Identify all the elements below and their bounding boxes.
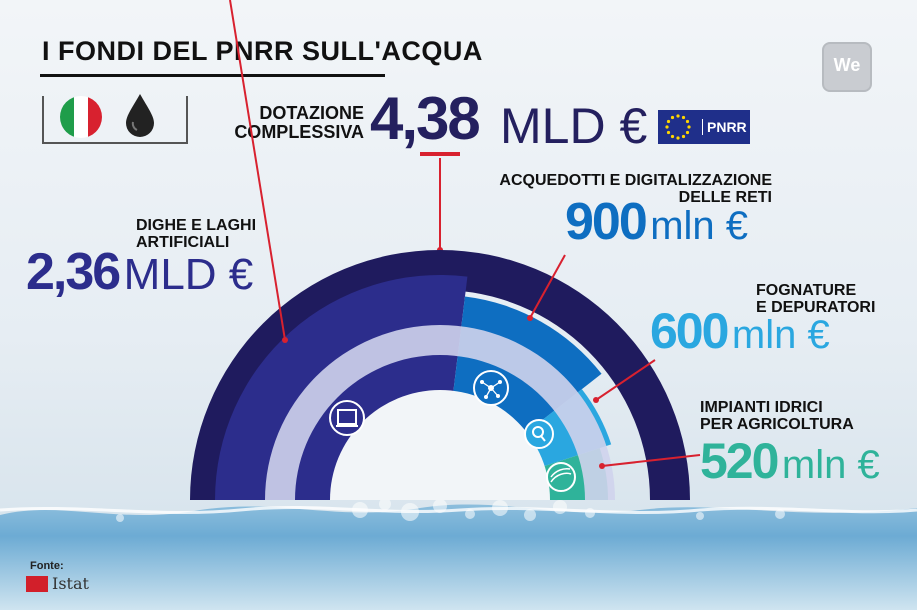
acquedotti-value-group: 900 mln € bbox=[565, 196, 748, 248]
fognature-label-line1: FOGNATURE bbox=[756, 282, 857, 299]
total-unit: MLD € bbox=[500, 98, 648, 154]
field-icon bbox=[546, 462, 576, 492]
dighe-value: 2,36 bbox=[26, 243, 121, 301]
impianti-value: 520 bbox=[700, 433, 779, 489]
water-background bbox=[0, 498, 917, 610]
eu-pnrr-badge: PNRR bbox=[658, 110, 750, 144]
dighe-leader-line bbox=[229, 0, 286, 341]
dighe-unit: MLD € bbox=[123, 250, 254, 299]
impianti-label-line2: PER AGRICOLTURA bbox=[700, 416, 854, 433]
eu-stars-icon bbox=[665, 114, 691, 140]
we-logo: We bbox=[822, 42, 872, 92]
acquedotti-unit: mln € bbox=[650, 204, 749, 248]
acquedotti-label-line2: DELLE RETI bbox=[678, 189, 772, 206]
outer-ring bbox=[190, 250, 690, 500]
istat-logo: Istat bbox=[26, 574, 89, 593]
acquedotti-label-line1: ACQUEDOTTI E DIGITALIZZAZIONE bbox=[499, 172, 772, 189]
istat-mark-icon bbox=[26, 575, 48, 592]
source-label: Fonte: bbox=[30, 560, 64, 572]
italy-flag-icon bbox=[60, 96, 102, 138]
dam-icon bbox=[329, 400, 365, 436]
fognature-unit: mln € bbox=[731, 313, 830, 357]
fognature-value: 600 bbox=[650, 303, 729, 359]
acquedotti-leader-line bbox=[529, 254, 566, 319]
inner-ring bbox=[265, 325, 615, 500]
water-quality-icon bbox=[524, 419, 554, 449]
impianti-label: IMPIANTI IDRICI PER AGRICOLTURA bbox=[700, 399, 854, 433]
dighe-label: DIGHE E LAGHI ARTIFICIALI bbox=[136, 217, 256, 251]
total-label-line2: COMPLESSIVA bbox=[234, 122, 364, 142]
water-drop-icon bbox=[126, 94, 154, 137]
page-title: I FONDI DEL PNRR SULL'ACQUA bbox=[42, 36, 483, 66]
impianti-value-group: 520 mln € bbox=[700, 436, 880, 486]
fognature-label-line2: E DEPURATORI bbox=[756, 299, 876, 316]
network-icon bbox=[473, 370, 509, 406]
dighe-label-line1: DIGHE E LAGHI bbox=[136, 217, 257, 234]
total-label-line1: DOTAZIONE bbox=[259, 103, 364, 123]
title-underline bbox=[40, 74, 385, 77]
impianti-leader-line bbox=[601, 454, 701, 467]
acquedotti-label: ACQUEDOTTI E DIGITALIZZAZIONE DELLE RETI bbox=[499, 172, 772, 206]
total-value: 4,38 bbox=[370, 85, 481, 152]
inner-hole bbox=[330, 390, 550, 500]
istat-name: Istat bbox=[52, 574, 89, 593]
dighe-value-group: 2,36 MLD € bbox=[26, 246, 253, 298]
impianti-label-line1: IMPIANTI IDRICI bbox=[700, 399, 823, 416]
fognature-value-group: 600 mln € bbox=[650, 306, 830, 356]
fognature-label: FOGNATURE E DEPURATORI bbox=[756, 282, 875, 316]
impianti-unit: mln € bbox=[781, 443, 880, 487]
pnrr-badge-text: PNRR bbox=[702, 119, 747, 135]
dighe-label-line2: ARTIFICIALI bbox=[136, 234, 230, 251]
acquedotti-value: 900 bbox=[565, 193, 648, 251]
total-red-mark bbox=[420, 152, 460, 156]
total-label: DOTAZIONE COMPLESSIVA bbox=[214, 104, 364, 142]
fognature-leader-line bbox=[595, 359, 656, 401]
symbols-bracket bbox=[42, 96, 188, 144]
